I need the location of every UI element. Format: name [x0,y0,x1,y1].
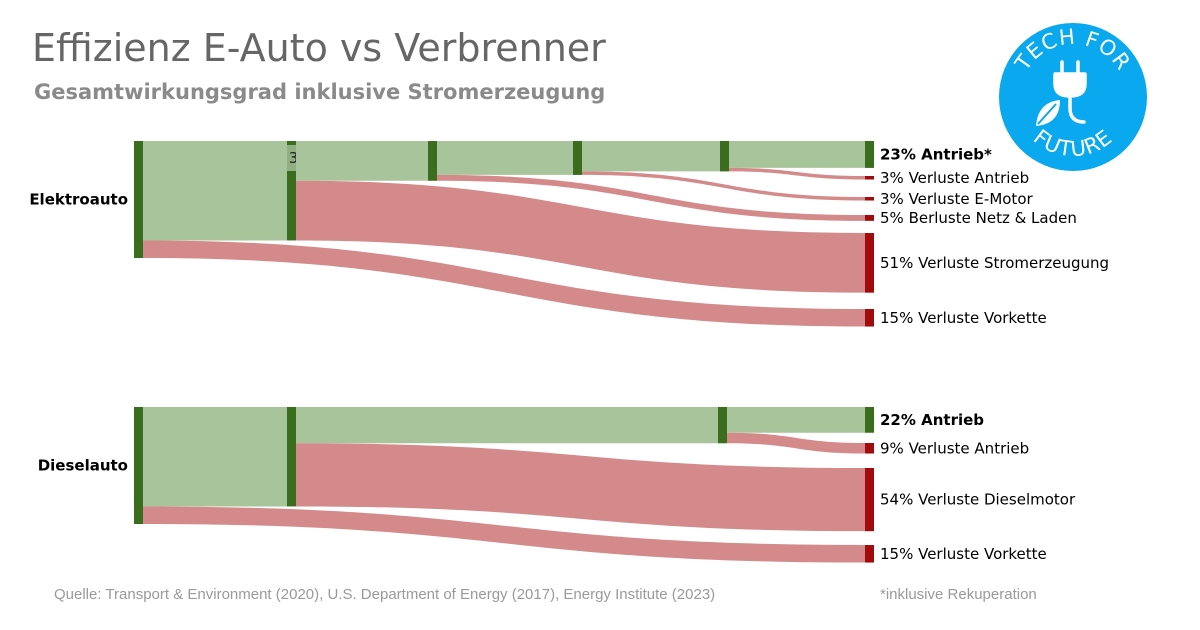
output-node [865,407,874,433]
source-node [134,407,143,524]
output-label: 9% Verluste Antrieb [880,439,1029,457]
stage-node [428,141,437,181]
output-node [865,141,874,168]
chart-subtitle: Gesamtwirkungsgrad inklusive Stromerzeug… [34,80,606,104]
flow-loss [582,171,865,201]
output-label: 54% Verluste Dieselmotor [880,491,1076,509]
flow-loss [437,174,865,221]
source-label: Dieselauto [38,457,128,475]
output-node [865,215,874,221]
flow-source-to-stage [143,407,287,507]
chart-title: Effizienz E-Auto vs Verbrenner [32,26,606,70]
output-label: 23% Antrieb* [880,145,992,163]
source-label: Elektroauto [29,191,128,209]
plug-icon [1053,60,1087,124]
footnote: *inklusive Rekuperation [880,586,1037,603]
source-node [134,141,143,258]
output-label: 15% Verluste Vorkette [880,309,1047,327]
output-label: 51% Verluste Stromerzeugung [880,254,1109,272]
output-node [865,468,874,532]
output-label: 15% Verluste Vorkette [880,545,1047,563]
output-node [865,233,874,293]
stage-node [720,141,729,172]
stage-node [287,141,296,241]
flow-loss [727,432,865,454]
output-node [865,545,874,563]
flow-stage-to-stage [296,141,428,181]
output-node [865,309,874,327]
output-label: 5% Berluste Netz & Laden [880,209,1077,227]
output-label: 22% Antrieb [880,411,984,429]
flow-loss [296,443,865,532]
flow-stage-to-stage [296,407,718,444]
source-note: Quelle: Transport & Environment (2020), … [54,586,716,603]
flow-loss [143,240,865,327]
flow-gain [727,407,865,433]
tech-for-future-logo: TECH FOR FUTURE [999,23,1147,171]
output-node [865,176,874,180]
flow-loss [143,506,865,563]
stage-node [287,407,296,507]
output-node [865,443,874,454]
output-node [865,197,874,201]
flow-source-to-stage [143,141,287,241]
output-label: 3% Verluste E-Motor [880,190,1033,208]
flow-loss [729,167,865,180]
flow-gain [729,141,865,168]
stage-node [573,141,582,175]
flow-stage-to-stage [582,141,720,172]
stage-node [718,407,727,444]
output-label: 3% Verluste Antrieb [880,169,1029,187]
flow-loss [296,180,865,293]
flow-stage-to-stage [437,141,573,175]
